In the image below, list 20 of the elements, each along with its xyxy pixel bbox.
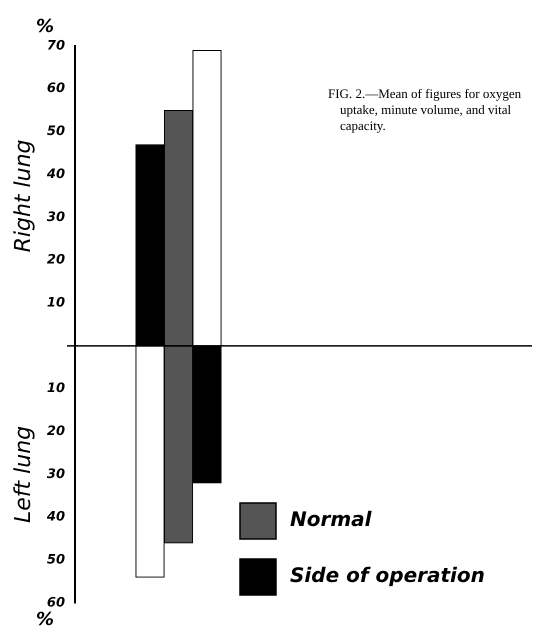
text: Right lung bbox=[11, 139, 36, 252]
text: Left lung bbox=[11, 426, 36, 524]
y-tick-label: 60 bbox=[46, 81, 65, 96]
legend-label: Normal bbox=[290, 507, 373, 532]
y-tick-label: 30 bbox=[46, 466, 65, 482]
y-tick-label: 40 bbox=[46, 510, 65, 525]
y-tick-label: 40 bbox=[46, 166, 65, 182]
y-tick-label: 50 bbox=[46, 552, 65, 568]
y-tick-label: 70 bbox=[46, 38, 65, 54]
caption: FIG. 2.—Mean of figures for oxygen uptake, minute volume, and vital capacity. bbox=[328, 86, 522, 133]
legend-label: Side of operation bbox=[290, 563, 485, 588]
y-tick-label: 10 bbox=[46, 295, 65, 310]
y-tick-label: 20 bbox=[46, 252, 65, 268]
y-tick-label: 50 bbox=[46, 124, 65, 140]
y-tick-label: 30 bbox=[46, 210, 65, 225]
text: % bbox=[36, 16, 54, 37]
y-tick-label: 10 bbox=[46, 381, 65, 396]
y-tick-label: 60 bbox=[46, 595, 65, 610]
text: % bbox=[36, 609, 54, 630]
y-tick-label: 20 bbox=[46, 424, 65, 439]
